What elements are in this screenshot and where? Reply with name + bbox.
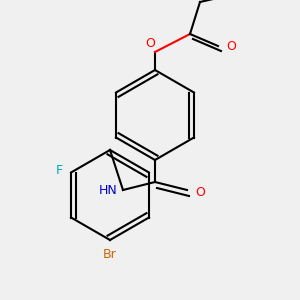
Text: F: F [56,164,63,177]
Text: O: O [226,40,236,52]
Text: Br: Br [103,248,117,261]
Text: HN: HN [99,184,118,196]
Text: O: O [145,37,155,50]
Text: O: O [195,185,205,199]
